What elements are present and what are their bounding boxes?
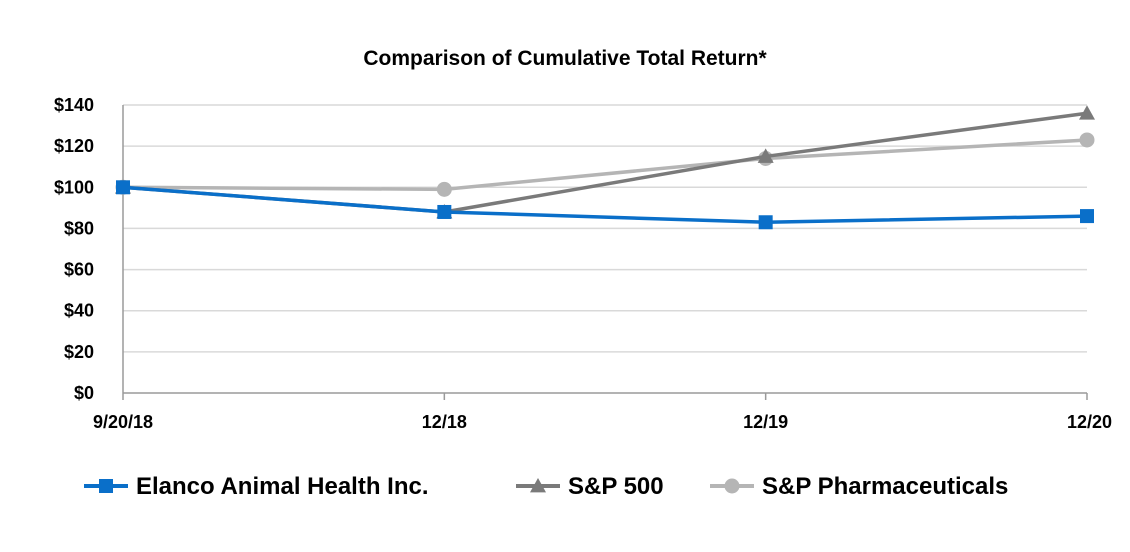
y-tick-label: $20: [64, 342, 94, 362]
data-point: [436, 181, 452, 197]
x-tick-label: 12/20: [1067, 412, 1112, 432]
series-group: [115, 105, 1095, 230]
y-tick-label: $60: [64, 260, 94, 280]
series-triangle: [115, 105, 1095, 219]
y-tick-label: $80: [64, 218, 94, 238]
legend-item: Elanco Animal Health Inc.: [84, 473, 429, 500]
data-point: [1079, 132, 1095, 148]
axes: [122, 105, 1088, 400]
x-axis-ticks: 9/20/18 12/18 12/19 12/20: [93, 412, 1112, 432]
data-point: [437, 204, 452, 219]
data-point: [116, 180, 130, 195]
legend-marker: [530, 478, 546, 493]
chart-title: Comparison of Cumulative Total Return*: [363, 47, 767, 70]
y-tick-label: $120: [54, 136, 94, 156]
y-axis-ticks: $0 $20 $40 $60 $80 $100 $120 $140: [54, 95, 94, 403]
x-tick-label: 9/20/18: [93, 412, 153, 432]
legend-label: S&P Pharmaceuticals: [762, 473, 1008, 500]
x-tick-label: 12/19: [743, 412, 788, 432]
legend-label: Elanco Animal Health Inc.: [136, 473, 429, 500]
data-point: [757, 148, 774, 163]
y-tick-label: $100: [54, 177, 94, 197]
data-point: [1079, 105, 1095, 120]
legend-item: S&P Pharmaceuticals: [710, 473, 1008, 500]
series-square: [116, 180, 1094, 230]
data-point: [1080, 209, 1094, 224]
data-point: [758, 215, 773, 230]
y-tick-label: $0: [74, 383, 94, 403]
legend: Elanco Animal Health Inc. S&P 500 S&P Phar…: [84, 473, 1008, 500]
y-tick-label: $140: [54, 95, 94, 115]
legend-item: S&P 500: [516, 473, 664, 500]
legend-label: S&P 500: [568, 473, 664, 500]
y-tick-label: $40: [64, 301, 94, 321]
series-line: [122, 185, 1088, 225]
legend-marker: [724, 478, 740, 494]
series-line: [122, 138, 1088, 192]
legend-marker: [99, 479, 113, 493]
gridlines: [123, 104, 1087, 353]
x-tick-label: 12/18: [422, 412, 467, 432]
